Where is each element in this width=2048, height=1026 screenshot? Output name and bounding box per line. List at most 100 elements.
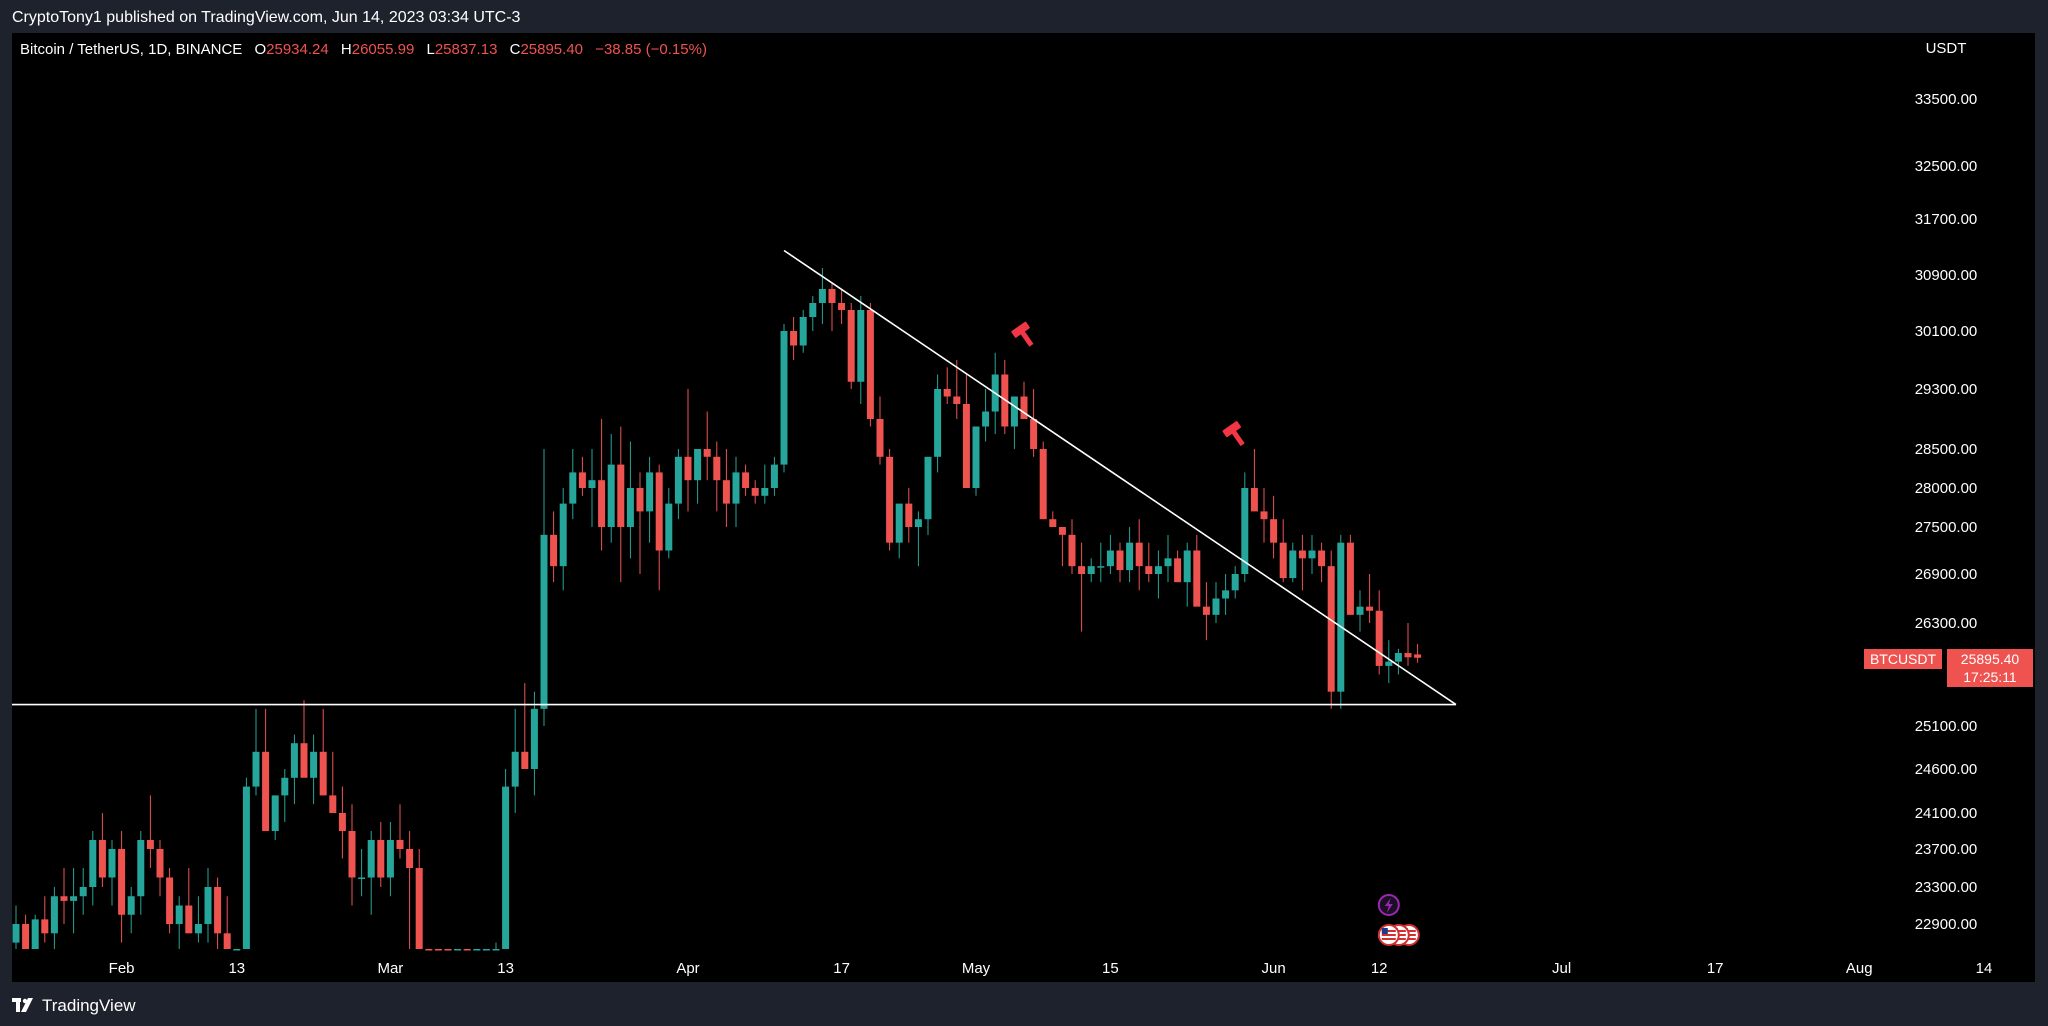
candle [1049,511,1057,527]
candle-body [271,795,279,831]
us-flag-icon [1377,924,1420,946]
time-tick-label: 12 [1371,960,1388,977]
candle [1337,534,1345,709]
bar-countdown: 17:25:11 [1963,669,2017,685]
candle-body [684,456,692,481]
markers-layer [1011,321,1420,946]
candle-body [377,840,385,878]
candle-body [588,480,596,488]
close-value: 25895.40 [520,41,583,58]
candle [425,949,433,951]
hammer-head [1222,421,1242,438]
candle [521,683,529,769]
candle-body [98,840,106,878]
time-tick-label: Aug [1846,960,1873,977]
candle [98,813,106,887]
candle-body [300,743,308,778]
candle-body [1289,550,1297,579]
candle [943,367,951,404]
candle-body [1039,449,1047,520]
candle-body [953,396,961,404]
candle [713,441,721,512]
candle-body [262,751,270,831]
candle-body [1222,590,1230,599]
time-tick-label: 13 [228,960,245,977]
candle-body [607,464,615,527]
candle [1308,534,1316,574]
candle [847,303,855,389]
time-tick-label: Feb [109,960,135,977]
candle-body [22,924,30,949]
candle [511,708,519,813]
candles-layer [12,268,1422,951]
candle [617,426,625,583]
candle-body [1356,606,1364,615]
candle-body [12,924,20,943]
price-tick-label: 23300.00 [1915,879,1978,896]
time-axis[interactable]: Feb 13 Mar 13 Apr 17 May 15 Jun 12 Jul 17 Aug 14 [109,960,1993,977]
candle [1078,542,1086,632]
candle [914,511,922,567]
chart-panel[interactable]: Bitcoin / TetherUS, 1D, BINANCE O25934.2… [12,33,2035,982]
candle-body [194,924,202,934]
candle [12,905,20,949]
price-tick-label: 23700.00 [1915,841,1978,858]
candle-body [1270,519,1278,543]
candle [127,887,135,934]
candle [60,868,68,924]
candle-body [790,331,798,346]
candle [1193,534,1201,607]
candle [569,449,577,520]
candle-body [175,905,183,924]
candle [415,849,423,949]
candle-body [127,896,135,915]
candle-body [358,877,366,879]
candle-body [1346,542,1354,615]
candle [780,324,788,473]
low-label: L [427,41,435,58]
candle-body [665,503,673,551]
candle-body [281,777,289,796]
time-tick-label: Mar [377,960,403,977]
high-label: H [341,41,352,58]
candle-body [1318,550,1326,567]
candle-body [838,303,846,310]
price-tick-label: 24600.00 [1915,761,1978,778]
candle [1327,550,1335,709]
candle-body [444,949,452,951]
candle [50,887,58,949]
candle [790,317,798,360]
candle-body [972,426,980,488]
candle [329,751,337,813]
candle-body [540,534,548,709]
hammer-head [1011,321,1030,338]
candle [559,488,567,591]
trendlines-layer[interactable] [12,249,1457,706]
price-axis[interactable]: 33500.00 32500.00 31700.00 30900.00 30100.00… [1915,91,1978,933]
candle [550,511,558,583]
candle-body [41,919,49,934]
footer[interactable]: TradingView [12,994,136,1018]
candle-body [50,896,58,934]
candle-body [674,456,682,504]
candle [972,426,980,496]
candle-body [79,887,87,897]
candle [454,949,462,951]
flag-stripe [1381,934,1396,936]
candle-body [943,389,951,397]
candle [79,868,87,915]
candle-body [454,949,462,951]
candle [962,374,970,488]
time-tick-label: 14 [1976,960,1993,977]
candle-body [329,795,337,813]
price-chart[interactable]: Bitcoin / TetherUS, 1D, BINANCE O25934.2… [12,33,2035,982]
candle [41,896,49,943]
candle [934,374,942,473]
candle [626,441,634,559]
candle [722,449,730,527]
flag-stripe [1381,930,1396,932]
candle [1366,574,1374,623]
candle-body [415,868,423,949]
candle [732,456,740,527]
candle [1279,519,1287,583]
